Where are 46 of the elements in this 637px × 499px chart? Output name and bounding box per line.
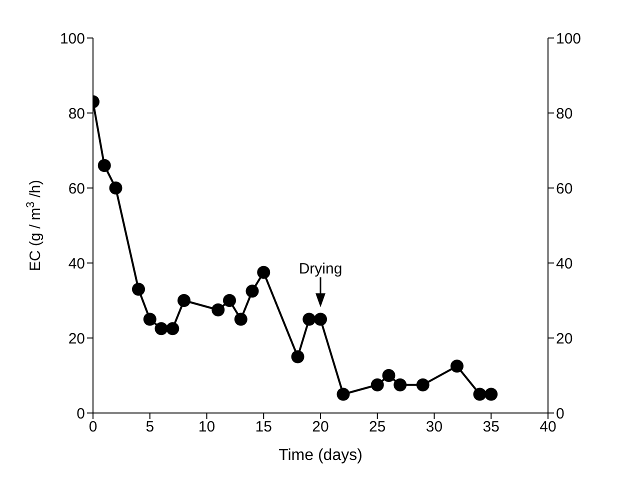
y2-tick-label: 80 xyxy=(556,105,573,122)
x-tick-label: 40 xyxy=(540,418,556,436)
x-tick-label: 15 xyxy=(255,418,272,436)
point xyxy=(394,378,407,392)
y-tick-label: 40 xyxy=(68,255,85,272)
y-tick-label: 80 xyxy=(68,105,85,122)
point xyxy=(314,312,327,326)
y-tick-label: 20 xyxy=(68,330,85,348)
point xyxy=(336,388,350,401)
annotation: Drying xyxy=(298,260,342,278)
y-tick-label: 60 xyxy=(68,180,85,198)
y-tick-label: 0 xyxy=(76,405,85,422)
point xyxy=(109,182,122,194)
x-tick-label: 10 xyxy=(198,418,216,436)
point xyxy=(257,266,270,279)
x-tick-label: 0 xyxy=(88,418,98,436)
point xyxy=(212,303,225,316)
point xyxy=(98,159,111,172)
point xyxy=(246,284,259,298)
point xyxy=(484,388,498,401)
point xyxy=(382,369,396,382)
point xyxy=(450,360,464,373)
y2-tick-label: 40 xyxy=(556,255,573,272)
x-tick-label: 35 xyxy=(482,418,500,436)
x-tick-label: 25 xyxy=(369,418,386,436)
point xyxy=(178,294,190,307)
x-axis-title: Time (days) xyxy=(278,447,362,464)
point xyxy=(154,322,168,336)
x-tick-label: 5 xyxy=(146,418,154,436)
y2-tick-label: 20 xyxy=(556,330,573,348)
x-tick-label: 30 xyxy=(426,418,443,436)
point xyxy=(473,388,486,401)
point xyxy=(234,312,248,326)
point xyxy=(370,378,384,392)
y2-tick-label: 100 xyxy=(556,30,582,48)
point xyxy=(132,282,145,296)
point xyxy=(166,322,180,336)
point xyxy=(291,350,304,364)
x-tick-label: 20 xyxy=(312,418,329,436)
point xyxy=(223,294,236,307)
point xyxy=(143,312,156,326)
y2-tick-label: 60 xyxy=(556,180,573,198)
point xyxy=(416,378,430,392)
y-tick-label: 100 xyxy=(60,30,85,48)
y2-tick-label: 0 xyxy=(556,405,564,422)
point xyxy=(302,312,316,326)
